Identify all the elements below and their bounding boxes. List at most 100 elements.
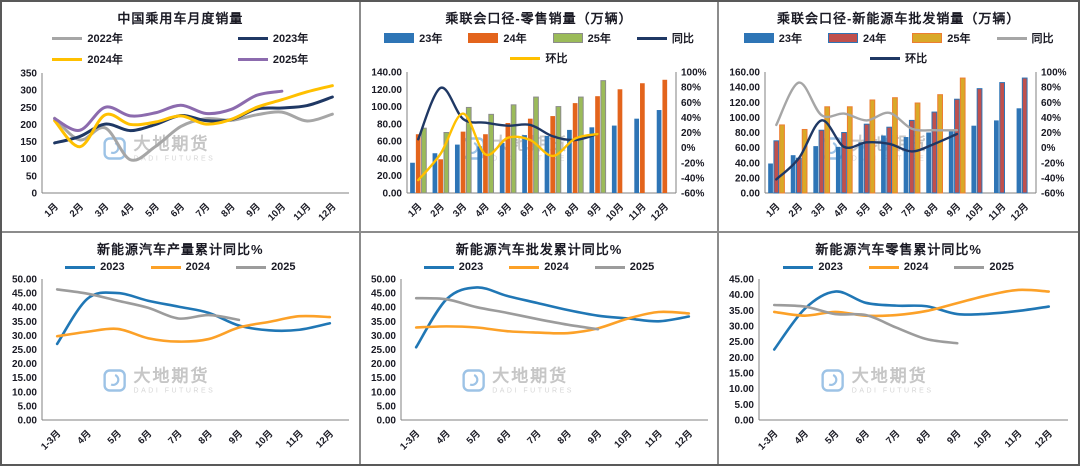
- svg-text:9月: 9月: [245, 201, 263, 219]
- svg-text:7月: 7月: [194, 201, 212, 219]
- chart-canvas: 50.00 45.00 40.00 35.00 30.00 25.00 20.00 15.00…: [361, 273, 718, 464]
- legend-label: 2023: [100, 261, 125, 273]
- line-2024: [414, 310, 690, 335]
- line-环比: [775, 119, 959, 181]
- svg-text:2月: 2月: [68, 201, 86, 219]
- svg-text:35.00: 35.00: [12, 317, 37, 328]
- x-axis-labels: 1月 2月 3月 4月 5月 6月 7月 8月 9月 10月 11月 12月: [764, 201, 1031, 223]
- svg-text:0.00: 0.00: [376, 416, 396, 427]
- line-同比: [416, 86, 599, 142]
- svg-text:8月: 8月: [219, 201, 237, 219]
- legend-label: 同比: [1031, 33, 1054, 45]
- svg-text:100%: 100%: [681, 68, 707, 79]
- svg-text:7月: 7月: [525, 428, 543, 446]
- panel-cpca-monthly-sales: 中国乘用车月度销量 2022年 2023年 2024年 2025年 350 300 250…: [2, 2, 361, 233]
- legend-item-2023: 2023: [65, 261, 125, 273]
- legend-label: 25年: [947, 33, 971, 45]
- svg-text:7月: 7月: [884, 428, 902, 446]
- svg-text:40.00: 40.00: [377, 154, 402, 165]
- svg-text:12月: 12月: [673, 428, 695, 450]
- svg-text:9月: 9月: [585, 428, 603, 446]
- x-axis-labels: 1月 2月 3月 4月 5月 6月 7月 8月 9月 10月 11月 12月: [43, 201, 339, 223]
- svg-text:120.00: 120.00: [371, 85, 402, 96]
- legend-item-2024: 2024: [509, 261, 569, 273]
- dadi-logo-icon: [462, 369, 485, 393]
- svg-text:-60%: -60%: [681, 189, 704, 200]
- svg-text:3月: 3月: [93, 201, 111, 219]
- axes: [41, 279, 349, 421]
- svg-text:10.00: 10.00: [371, 387, 396, 398]
- legend-label: 2025: [629, 261, 655, 273]
- svg-text:-60%: -60%: [1041, 189, 1064, 200]
- y-axis-ticks: 50.00 45.00 40.00 35.00 30.00 25.00 20.00 15.00…: [12, 275, 37, 427]
- legend-line-swatch: [594, 265, 625, 269]
- legend-item-25年: 25年: [912, 30, 971, 46]
- svg-text:5月: 5月: [855, 201, 873, 219]
- legend-item-24年: 24年: [468, 30, 527, 46]
- chart-legend: 2023 2024 2025: [719, 261, 1078, 273]
- svg-text:100.00: 100.00: [371, 102, 402, 113]
- svg-text:200: 200: [20, 120, 37, 131]
- line-2023: [414, 286, 690, 349]
- svg-text:20.00: 20.00: [12, 359, 37, 370]
- svg-text:30.00: 30.00: [729, 322, 754, 333]
- line-2023年: [53, 95, 334, 145]
- svg-text:60.00: 60.00: [377, 137, 402, 148]
- x-axis-labels: 1-3月 4月 5月 6月 7月 8月 9月 10月 11月 12月: [756, 428, 1055, 452]
- legend-item-25年: 25年: [552, 30, 611, 46]
- axes: [758, 279, 1069, 421]
- svg-text:35.00: 35.00: [371, 317, 396, 328]
- chart-title: 新能源汽车零售累计同比%: [815, 242, 982, 257]
- chart-legend: 2023 2024 2025: [361, 261, 718, 273]
- chart-svg-cpca-nev-retail: 140.00 120.00 100.00 80.00 60.00 40.00 20.00 0.…: [371, 68, 707, 224]
- legend-label: 环比: [905, 53, 928, 65]
- x-axis-labels: 1-3月 4月 5月 6月 7月 8月 9月 10月 11月 12月: [39, 428, 336, 452]
- watermark: 大地期货 DADI FUTURES: [103, 367, 216, 394]
- svg-text:-40%: -40%: [1041, 173, 1064, 184]
- line-环比: [416, 112, 599, 182]
- svg-text:4月: 4月: [75, 428, 93, 446]
- legend-label: 同比: [671, 33, 694, 45]
- bars-25年: [779, 77, 966, 194]
- svg-text:140.00: 140.00: [730, 83, 761, 94]
- chart-legend: 2023 2024 2025: [2, 261, 359, 273]
- svg-text:8月: 8月: [563, 201, 581, 219]
- y-axis-ticks: 350 300 250 200 150 100 50 0: [20, 69, 37, 200]
- svg-text:50: 50: [26, 171, 38, 182]
- legend-line-swatch: [509, 265, 540, 269]
- legend-line-swatch: [636, 36, 667, 40]
- legend-item-2023: 2023: [423, 261, 483, 273]
- watermark: 大地期货 DADI FUTURES: [821, 367, 934, 394]
- svg-text:20.00: 20.00: [729, 353, 754, 364]
- svg-text:30.00: 30.00: [371, 331, 396, 342]
- svg-text:20.00: 20.00: [735, 173, 760, 184]
- svg-text:12月: 12月: [317, 201, 339, 223]
- svg-text:15.00: 15.00: [729, 369, 754, 380]
- svg-text:80%: 80%: [681, 83, 701, 94]
- legend-line-swatch: [65, 265, 96, 269]
- y-axis-ticks: 50.00 45.00 40.00 35.00 30.00 25.00 20.00 15.00…: [371, 275, 396, 427]
- legend-bar-swatch: [912, 33, 943, 43]
- svg-text:20%: 20%: [1041, 128, 1061, 139]
- legend-label: 2025年: [272, 54, 309, 66]
- bars-23年: [409, 110, 662, 193]
- legend-line-swatch: [868, 265, 899, 269]
- x-axis-labels: 1月 2月 3月 4月 5月 6月 7月 8月 9月 10月 11月 12月: [406, 201, 671, 223]
- legend-line-swatch: [237, 36, 268, 40]
- legend-item-2023: 2023: [783, 261, 843, 273]
- chart-svg-cpca-nev-wholesale: 160.00 140.00 120.00 100.00 80.00 60.00 40.00 2…: [730, 68, 1067, 224]
- svg-text:-20%: -20%: [1041, 158, 1064, 169]
- svg-text:5月: 5月: [144, 201, 162, 219]
- svg-text:8月: 8月: [555, 428, 573, 446]
- svg-text:1月: 1月: [406, 201, 424, 219]
- line-2023: [773, 290, 1051, 351]
- svg-text:40.00: 40.00: [729, 290, 754, 301]
- legend-item-2025: 2025: [594, 261, 655, 273]
- svg-text:7月: 7月: [540, 201, 558, 219]
- legend-label: 2024年: [87, 54, 123, 66]
- svg-text:40%: 40%: [1041, 113, 1061, 124]
- svg-text:0.00: 0.00: [741, 189, 761, 200]
- svg-text:1月: 1月: [764, 201, 782, 219]
- svg-text:10月: 10月: [604, 201, 626, 223]
